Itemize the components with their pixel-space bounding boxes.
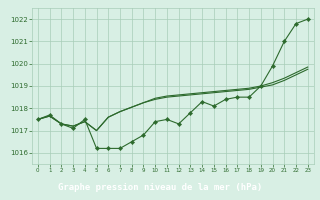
Text: Graphe pression niveau de la mer (hPa): Graphe pression niveau de la mer (hPa): [58, 182, 262, 192]
